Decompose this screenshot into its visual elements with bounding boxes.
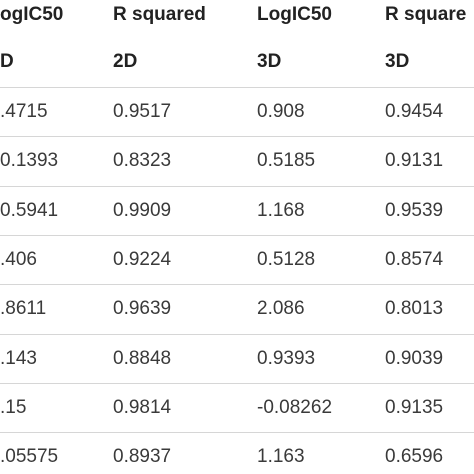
data-cell: .406 — [0, 248, 37, 270]
data-cell: 0.9539 — [385, 199, 444, 221]
row-divider — [0, 87, 474, 88]
data-cell: 0.9517 — [113, 101, 172, 122]
header-cell: R square — [385, 4, 467, 25]
data-cell: 0.9393 — [257, 347, 316, 369]
data-cell: .8611 — [0, 298, 47, 320]
data-cell: 0.8848 — [113, 347, 172, 369]
data-cell: 0.908 — [257, 101, 305, 122]
header-cell: R squared — [113, 4, 206, 25]
data-cell: 1.168 — [257, 199, 305, 221]
data-cell: 0.8937 — [113, 446, 172, 468]
header-cell: 3D — [385, 51, 410, 72]
header-cell: LogIC50 — [257, 4, 332, 25]
data-cell: 0.9131 — [385, 150, 444, 172]
data-cell: 0.9814 — [113, 396, 172, 418]
row-divider — [0, 185, 474, 187]
data-cell: 0.8323 — [113, 150, 172, 172]
row-divider — [0, 284, 474, 286]
data-cell: 0.5941 — [0, 199, 59, 221]
data-cell: 0.1393 — [0, 150, 59, 172]
data-cell: -0.08262 — [257, 396, 333, 418]
row-divider — [0, 382, 474, 384]
data-cell: .15 — [0, 396, 27, 418]
header-cell: 3D — [257, 51, 282, 72]
row-divider — [0, 333, 474, 335]
data-cell: 1.163 — [257, 446, 305, 468]
data-cell: .4715 — [0, 101, 48, 122]
data-cell: 0.8013 — [385, 298, 444, 320]
data-cell: 0.8574 — [385, 248, 444, 270]
data-cell: 0.9639 — [113, 298, 172, 320]
data-cell: .143 — [0, 347, 37, 369]
row-divider — [0, 234, 474, 236]
data-cell: 0.9224 — [113, 248, 172, 270]
data-cell: 0.9039 — [385, 347, 444, 369]
data-cell: 0.9135 — [385, 396, 444, 418]
header-cell: 2D — [113, 51, 138, 72]
row-divider — [0, 432, 474, 434]
data-cell: 2.086 — [257, 298, 305, 320]
data-cell: .05575 — [0, 446, 59, 468]
data-cell: 0.6596 — [385, 446, 444, 468]
data-cell: 0.5185 — [257, 150, 316, 172]
header-cell: D — [0, 51, 14, 72]
row-divider — [0, 136, 474, 138]
data-cell: 0.9909 — [113, 199, 172, 221]
data-cell: 0.5128 — [257, 248, 316, 270]
data-cell: 0.9454 — [385, 101, 444, 122]
header-cell: ogIC50 — [0, 4, 64, 25]
